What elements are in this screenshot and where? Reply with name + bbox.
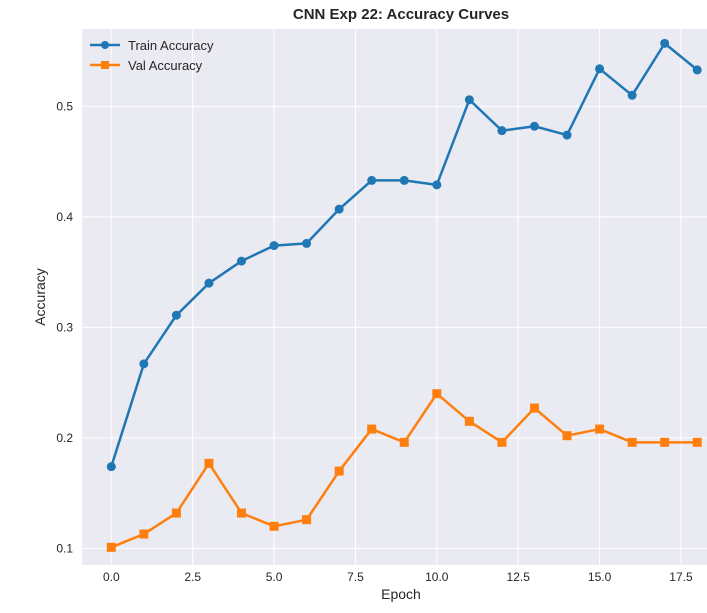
x-axis-label: Epoch [381,586,421,602]
series-train [106,38,702,472]
data-point-val [464,416,474,426]
x-tick-label: 15.0 [588,570,612,584]
data-point-val [139,529,149,539]
data-point-train [562,130,572,140]
legend-label-val: Val Accuracy [128,58,203,73]
series-group [106,38,702,552]
data-point-val [595,424,605,434]
y-tick-label: 0.2 [56,431,73,445]
data-point-train [399,175,409,185]
data-point-train [692,65,702,75]
data-point-val [334,466,344,476]
data-point-train [204,278,214,288]
data-point-train [432,180,442,190]
y-axis-label: Accuracy [32,268,48,326]
x-tick-label: 5.0 [266,570,283,584]
plot-area [82,29,707,565]
legend-item-val: Val Accuracy [90,58,203,73]
legend-swatch-train-marker [101,41,109,49]
legend: Train Accuracy Val Accuracy [90,38,214,73]
x-tick-label: 17.5 [669,570,693,584]
data-point-val [269,521,279,531]
data-point-val [399,437,409,447]
series-val [106,389,702,552]
x-tick-label: 2.5 [184,570,201,584]
y-tick-label: 0.5 [56,99,73,113]
data-point-val [367,424,377,434]
x-tick-label: 0.0 [103,570,120,584]
data-point-val [562,431,572,441]
data-point-train [497,126,507,136]
data-point-val [237,508,247,518]
data-point-train [595,64,605,74]
data-point-train [464,95,474,105]
y-tick-label: 0.3 [56,320,73,334]
data-point-val [627,437,637,447]
data-point-train [171,310,181,320]
data-point-val [432,389,442,399]
legend-swatch-val-marker [101,61,109,69]
x-tick-label: 12.5 [507,570,531,584]
data-point-val [497,437,507,447]
data-point-val [529,403,539,413]
data-point-train [269,241,279,251]
data-point-train [139,359,149,369]
data-point-val [204,458,214,468]
data-point-train [302,238,312,248]
legend-item-train: Train Accuracy [90,38,214,53]
data-point-train [529,121,539,131]
data-point-train [660,38,670,48]
data-point-val [302,515,312,525]
tick-labels: 0.0 2.5 5.0 7.5 10.0 12.5 15.0 17.5 0.1 0.2 0.3 0.4… [56,99,693,584]
data-point-val [171,508,181,518]
data-point-val [106,542,116,552]
data-point-train [106,462,116,472]
y-tick-label: 0.1 [56,541,73,555]
data-point-train [367,175,377,185]
data-point-train [334,204,344,214]
y-tick-label: 0.4 [56,210,73,224]
data-point-val [660,437,670,447]
x-tick-label: 7.5 [347,570,364,584]
legend-label-train: Train Accuracy [128,38,214,53]
data-point-val [692,437,702,447]
chart-title: CNN Exp 22: Accuracy Curves [293,6,509,23]
x-tick-label: 10.0 [425,570,449,584]
data-point-train [627,90,637,100]
data-point-train [237,256,247,266]
